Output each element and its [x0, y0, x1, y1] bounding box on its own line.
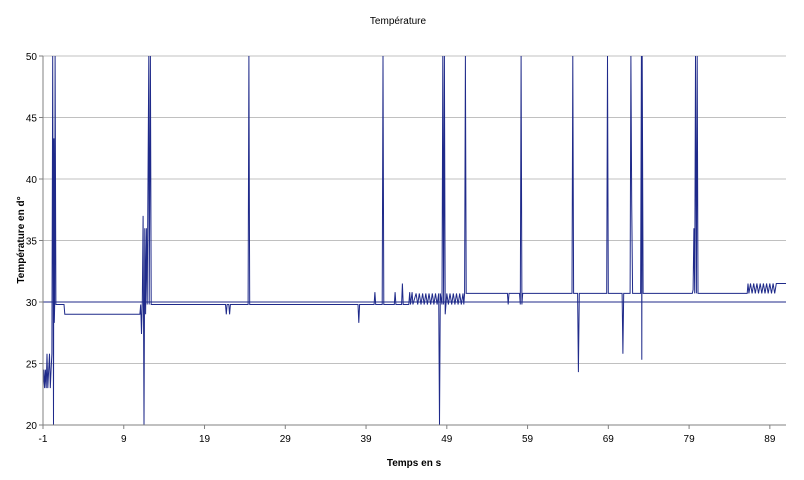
y-tick-label-20: 20 — [26, 421, 38, 432]
x-axis-label: Temps en s — [387, 458, 442, 469]
x-tick-label-9: 9 — [121, 434, 127, 445]
y-tick-labels: 20 25 30 35 40 45 50 — [26, 52, 38, 432]
x-tick-label--1: -1 — [39, 434, 48, 445]
x-tick-label-69: 69 — [603, 434, 615, 445]
y-tick-label-50: 50 — [26, 52, 38, 63]
x-tick-labels: -1 9 19 29 39 49 59 69 79 89 — [39, 434, 776, 445]
y-tick-label-35: 35 — [26, 237, 38, 248]
x-tick-label-79: 79 — [684, 434, 696, 445]
x-tick-label-49: 49 — [441, 434, 453, 445]
x-tick-label-39: 39 — [360, 434, 372, 445]
y-tick-label-30: 30 — [26, 298, 38, 309]
x-tick-label-29: 29 — [280, 434, 292, 445]
x-tick-label-59: 59 — [522, 434, 534, 445]
axes — [39, 55, 786, 429]
chart-title: Température — [370, 16, 427, 27]
gridlines — [43, 55, 786, 364]
x-tick-label-89: 89 — [764, 434, 776, 445]
y-tick-label-45: 45 — [26, 114, 38, 125]
x-tick-label-19: 19 — [199, 434, 211, 445]
y-tick-label-25: 25 — [26, 360, 38, 371]
y-tick-label-40: 40 — [26, 175, 38, 186]
y-axis-label: Température en d° — [16, 196, 27, 283]
